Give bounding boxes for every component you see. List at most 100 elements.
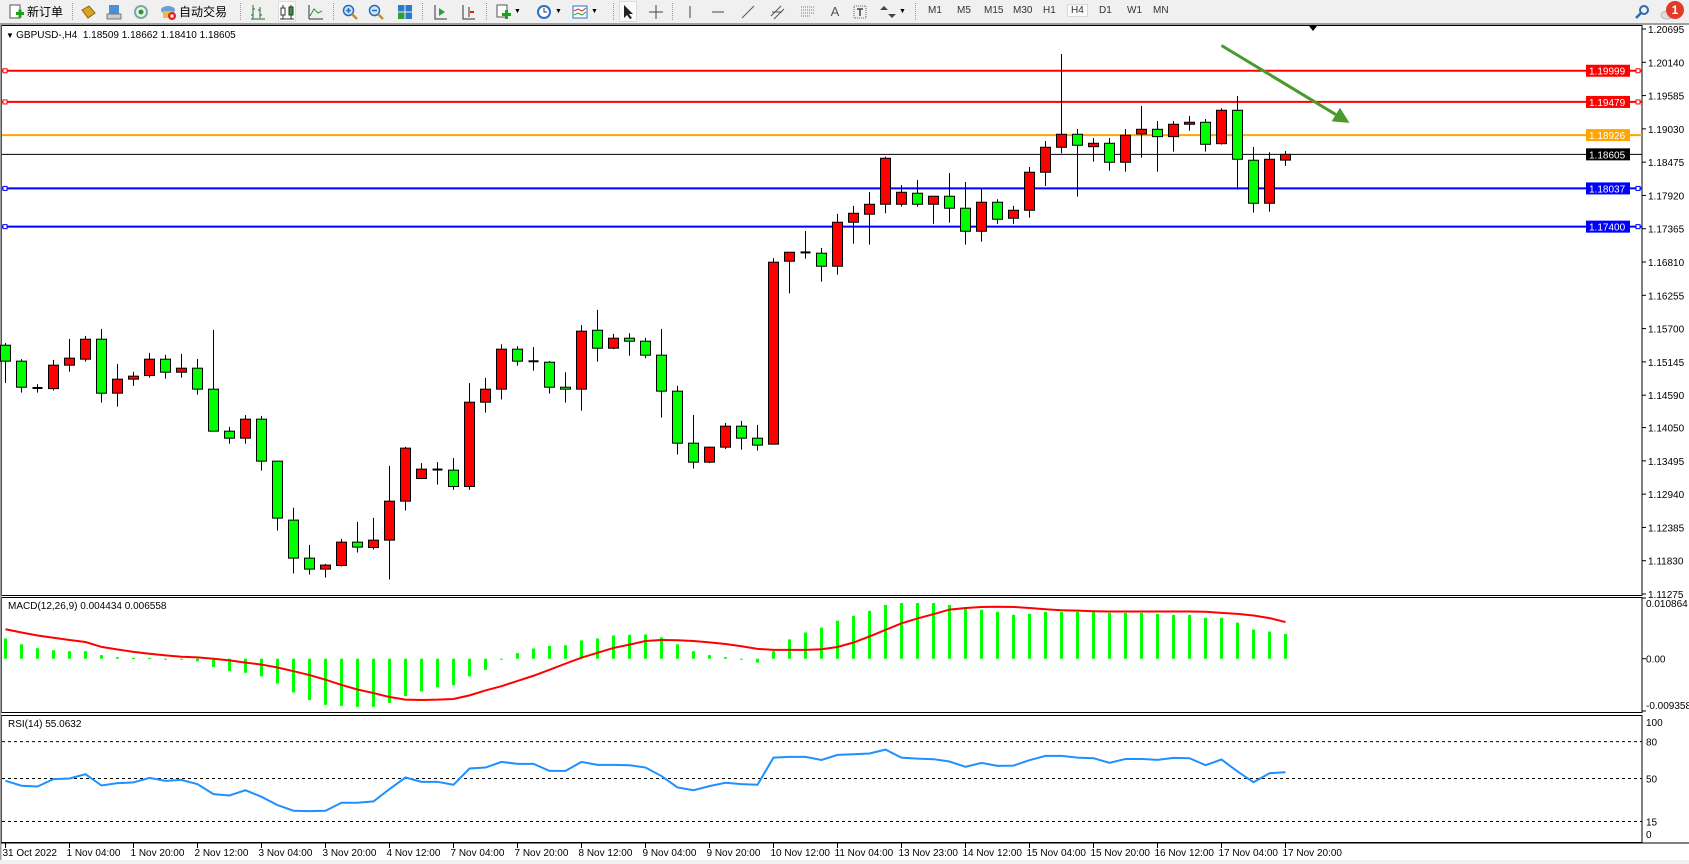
time-tick-label: 10 Nov 12:00 — [771, 848, 831, 859]
macd-histogram-bar — [884, 605, 887, 659]
price-tick-label: 1.11830 — [1648, 557, 1684, 568]
timeframe-m1[interactable]: M1 — [928, 5, 942, 16]
macd-histogram-bar — [116, 657, 119, 659]
signals-button[interactable] — [133, 2, 149, 21]
auto-trading-button[interactable]: 自动交易 — [160, 2, 227, 21]
bull-candle — [848, 212, 859, 223]
time-tick-label: 3 Nov 04:00 — [259, 848, 313, 859]
tile-windows-icon — [397, 4, 413, 20]
bear-candle — [672, 390, 683, 444]
macd-signal-line — [5, 605, 1286, 701]
price-tick-label: 1.11275 — [1648, 590, 1684, 601]
macd-histogram-bar — [388, 658, 391, 703]
bull-candle — [128, 375, 139, 380]
arrows-button[interactable]: ▼ — [880, 2, 906, 21]
text-label-button[interactable] — [852, 2, 868, 21]
bull-candle — [576, 330, 587, 390]
macd-histogram-bar — [36, 648, 39, 659]
horizontal-line-icon — [710, 4, 726, 20]
cursor-button[interactable] — [619, 1, 637, 22]
collapse-triangle-icon[interactable]: ▼ — [6, 31, 17, 40]
market-watch-button[interactable] — [80, 2, 96, 21]
line-chart-icon — [308, 4, 324, 20]
horizontal-line-button[interactable] — [710, 2, 726, 21]
fibonacci-button[interactable] — [800, 2, 816, 21]
indicators-button[interactable]: ▼ — [495, 2, 521, 21]
zoom-out-button[interactable] — [368, 2, 384, 21]
time-tick-label: 1 Nov 20:00 — [131, 848, 185, 859]
bull-candle — [48, 364, 59, 390]
templates-button[interactable]: ▼ — [572, 2, 598, 21]
indicators-icon — [495, 4, 511, 20]
timeframe-h1[interactable]: H1 — [1043, 5, 1056, 16]
macd-histogram-bar — [308, 658, 311, 700]
new-order-button[interactable]: 新订单 — [8, 2, 63, 21]
bull-candle — [240, 418, 251, 439]
bear-candle — [512, 348, 523, 362]
timeframe-d1[interactable]: D1 — [1099, 5, 1112, 16]
macd-tick-label: 0.00 — [1646, 655, 1666, 666]
chart-window[interactable]: 1.20695 1.20140 1.19585 1.19030 1.18475 1.179… — [0, 25, 1689, 864]
macd-histogram-bar — [1188, 614, 1191, 659]
bear-candle — [736, 425, 747, 439]
bull-candle — [1264, 158, 1275, 204]
macd-histogram-bar — [468, 658, 471, 677]
time-tick-label: 7 Nov 20:00 — [515, 848, 569, 859]
line-handle — [2, 224, 8, 230]
bull-candle — [464, 401, 475, 488]
equidistant-channel-button[interactable] — [770, 2, 786, 21]
bear-candle — [0, 344, 11, 362]
crosshair-button[interactable] — [648, 2, 664, 21]
line-handle — [1635, 185, 1641, 191]
bull-candle — [368, 539, 379, 549]
chevron-down-icon: ▼ — [899, 8, 906, 15]
auto-scroll-button[interactable] — [432, 2, 448, 21]
macd-histogram-bar — [196, 658, 199, 662]
bear-candle — [208, 388, 219, 432]
price-label-box — [1586, 95, 1630, 108]
macd-histogram-bar — [900, 603, 903, 659]
timeframe-h4[interactable]: H4 — [1067, 4, 1088, 17]
chart-canvas[interactable]: 1.20695 1.20140 1.19585 1.19030 1.18475 1.179… — [0, 25, 1689, 864]
macd-histogram-bar — [628, 634, 631, 659]
bear-candle — [640, 340, 651, 356]
bear-candle — [544, 361, 555, 388]
trendline-button[interactable] — [740, 2, 756, 21]
search-button[interactable] — [1634, 2, 1650, 21]
periods-button[interactable]: ▼ — [536, 2, 562, 21]
notification-badge: 1 — [1666, 1, 1684, 19]
zoom-in-button[interactable] — [342, 2, 358, 21]
timeframe-m15[interactable]: M15 — [984, 5, 1004, 16]
tile-windows-button[interactable] — [397, 2, 413, 21]
line-chart-button[interactable] — [308, 2, 324, 21]
vertical-line-button[interactable] — [682, 2, 698, 21]
toolbar-separator — [422, 3, 424, 20]
auto-trading-label: 自动交易 — [179, 5, 228, 19]
bull-candle — [720, 425, 731, 448]
macd-histogram-bar — [548, 645, 551, 659]
macd-histogram-bar — [1156, 613, 1159, 659]
time-tick-label: 14 Nov 12:00 — [963, 848, 1023, 859]
text-button[interactable]: A — [827, 2, 843, 21]
timeframe-m30[interactable]: M30 — [1013, 5, 1033, 16]
chart-shift-button[interactable] — [460, 2, 476, 21]
bull-candle — [1024, 171, 1035, 211]
price-line-label: 1.19479 — [1589, 98, 1626, 109]
price-tick-label: 1.14050 — [1648, 424, 1685, 435]
rsi-tick-label: 100 — [1646, 718, 1663, 729]
data-window-button[interactable] — [106, 2, 122, 21]
timeframe-mn[interactable]: MN — [1153, 5, 1169, 16]
bar-chart-button[interactable] — [250, 2, 266, 21]
bear-candle — [1200, 121, 1211, 145]
chart-header: ▼ GBPUSD-,H4 1.18509 1.18662 1.18410 1.1… — [6, 30, 236, 41]
macd-histogram-bar — [932, 603, 935, 659]
timeframe-w1[interactable]: W1 — [1127, 5, 1142, 16]
macd-histogram-bar — [676, 644, 679, 659]
timeframe-m5[interactable]: M5 — [957, 5, 971, 16]
macd-histogram-bar — [1028, 613, 1031, 659]
time-tick-label: 9 Nov 20:00 — [707, 848, 761, 859]
candlestick-button[interactable] — [278, 1, 296, 22]
bull-candle — [896, 191, 907, 205]
macd-histogram-bar — [356, 658, 359, 707]
macd-histogram-bar — [1252, 629, 1255, 659]
